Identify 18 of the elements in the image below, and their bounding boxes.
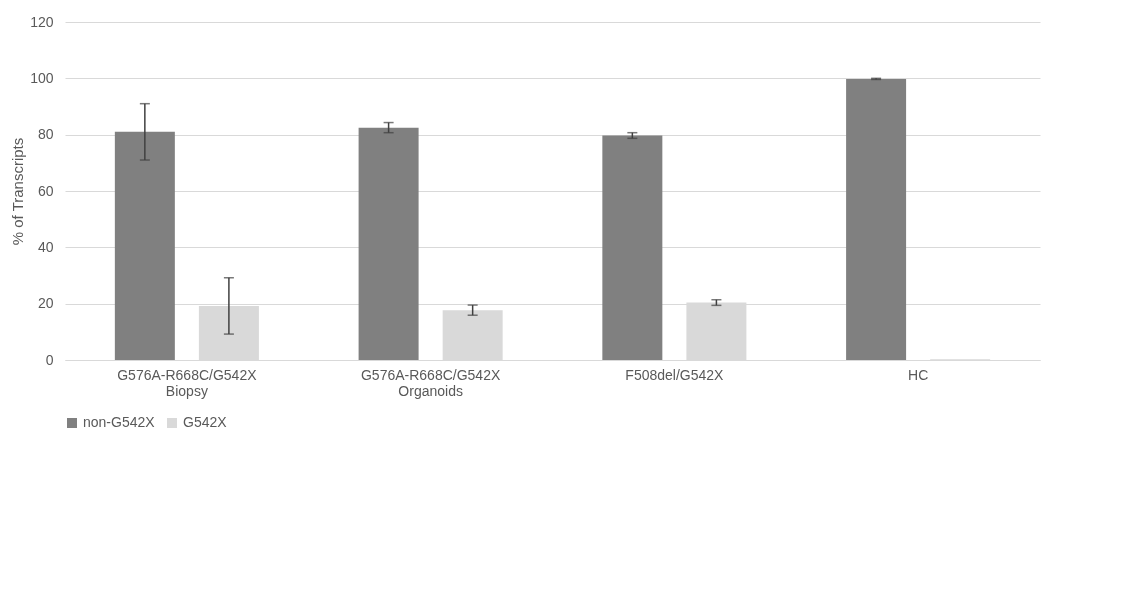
x-tick-label: HC [908, 366, 929, 383]
y-tick-label: 40 [37, 238, 54, 255]
y-tick-label: 60 [37, 182, 54, 199]
y-tick-label: 0 [45, 351, 54, 368]
y-tick-label: 100 [30, 69, 54, 86]
x-tick-label: G576A-R668C/G542X Organoids [360, 366, 501, 399]
y-tick-label: 80 [37, 126, 54, 143]
bar [602, 135, 663, 360]
y-axis-title: % of Transcripts [9, 137, 27, 246]
bar [114, 131, 175, 360]
legend-label: G542X [183, 414, 228, 430]
bar [846, 78, 907, 360]
y-tick-label: 120 [30, 13, 54, 30]
y-tick-label: 20 [37, 295, 54, 312]
bar [358, 127, 419, 360]
x-tick-label: G576A-R668C/G542X Biopsy [117, 366, 258, 399]
x-tick-label: F508del/G542X [625, 366, 725, 383]
legend-label: non-G542X [83, 414, 156, 430]
